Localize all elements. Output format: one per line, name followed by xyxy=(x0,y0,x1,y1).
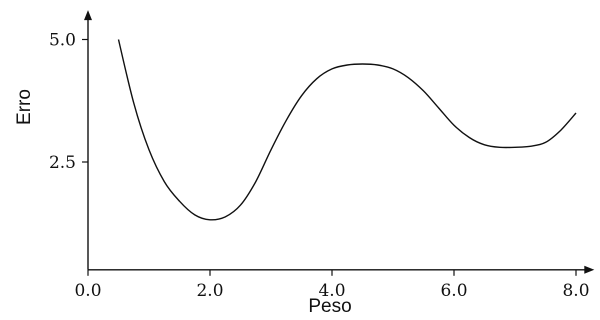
x-tick-label: 0.0 xyxy=(74,281,101,301)
y-axis-title: Erro xyxy=(14,89,35,125)
x-tick-label: 6.0 xyxy=(440,281,467,301)
x-axis-arrow xyxy=(584,265,595,274)
axes xyxy=(84,10,595,274)
x-tick-label: 2.0 xyxy=(196,281,223,301)
ticks: 0.0 2.0 4.0 6.0 8.0 2.5 5.0 xyxy=(49,31,590,301)
x-tick-label: 8.0 xyxy=(562,281,589,301)
series xyxy=(117,39,577,221)
y-axis-arrow xyxy=(84,10,92,21)
y-tick-label: 2.5 xyxy=(49,153,76,173)
error-curve xyxy=(117,39,577,221)
y-tick-label: 5.0 xyxy=(49,31,76,51)
x-tick-label: 4.0 xyxy=(318,281,345,301)
x-axis-title: Peso xyxy=(308,296,351,317)
